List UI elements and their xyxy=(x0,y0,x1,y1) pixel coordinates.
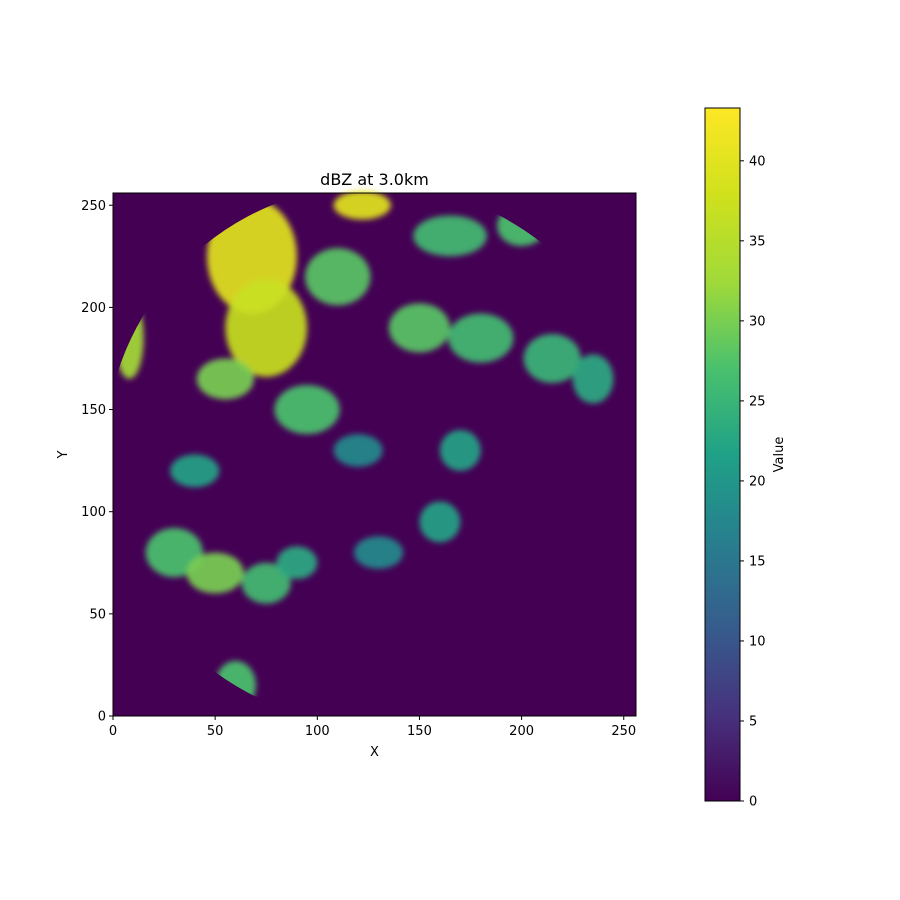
colorbar-tick-label: 20 xyxy=(749,474,766,489)
echo-cell xyxy=(439,429,481,471)
echo-cell xyxy=(413,215,487,257)
echo-cell xyxy=(388,303,451,353)
colorbar-tick-label: 30 xyxy=(749,314,766,329)
echo-cell xyxy=(572,354,614,404)
y-tick-label: 150 xyxy=(81,403,106,418)
colorbar-label: Value xyxy=(772,437,787,473)
echo-cell xyxy=(448,313,514,363)
echo-cell xyxy=(276,546,318,580)
colorbar-tick-label: 15 xyxy=(749,554,766,569)
x-tick-label: 250 xyxy=(611,724,636,739)
echo-cell xyxy=(186,552,244,594)
echo-cell xyxy=(333,190,391,220)
x-tick-label: 0 xyxy=(109,724,117,739)
echo-cell xyxy=(170,454,220,488)
y-tick-label: 200 xyxy=(81,301,106,316)
echo-cell xyxy=(523,333,581,383)
colorbar-tick-label: 0 xyxy=(749,795,757,810)
y-tick-label: 100 xyxy=(81,505,106,520)
x-tick-label: 200 xyxy=(509,724,534,739)
colorbar-tick-label: 25 xyxy=(749,394,766,409)
y-axis: 0 50 100 150 200 250 xyxy=(81,199,113,725)
x-tick-label: 150 xyxy=(407,724,432,739)
echo-cell xyxy=(196,358,254,400)
colorbar-frame xyxy=(704,107,741,802)
echo-cell xyxy=(354,536,404,569)
colorbar-tick-label: 35 xyxy=(749,234,766,249)
colorbar-tick-label: 5 xyxy=(749,714,757,729)
y-axis-label: Y xyxy=(56,450,71,459)
x-tick-label: 100 xyxy=(305,724,330,739)
echo-cell xyxy=(225,278,308,377)
echo-cell xyxy=(419,501,461,543)
echo-cell xyxy=(274,385,340,435)
y-tick-label: 0 xyxy=(98,710,106,725)
x-tick-label: 50 xyxy=(207,724,224,739)
y-tick-label: 50 xyxy=(89,607,106,622)
x-axis-label: X xyxy=(370,745,379,760)
y-tick-label: 250 xyxy=(81,199,106,214)
axes-frame xyxy=(112,192,637,717)
plot-area xyxy=(112,190,637,717)
echo-cell xyxy=(241,562,291,604)
chart-title: dBZ at 3.0km xyxy=(320,170,429,189)
echo-cell xyxy=(333,434,383,467)
colorbar: 0 5 10 15 20 25 30 35 40 Value xyxy=(704,107,787,810)
echo-cell xyxy=(305,248,371,306)
colorbar-ticks: 0 5 10 15 20 25 30 35 40 xyxy=(740,154,766,810)
echo-cell xyxy=(145,528,203,578)
colorbar-gradient xyxy=(705,108,740,801)
colorbar-tick-label: 40 xyxy=(749,154,766,169)
x-axis: 0 50 100 150 200 250 xyxy=(109,716,636,739)
colorbar-tick-label: 10 xyxy=(749,634,766,649)
